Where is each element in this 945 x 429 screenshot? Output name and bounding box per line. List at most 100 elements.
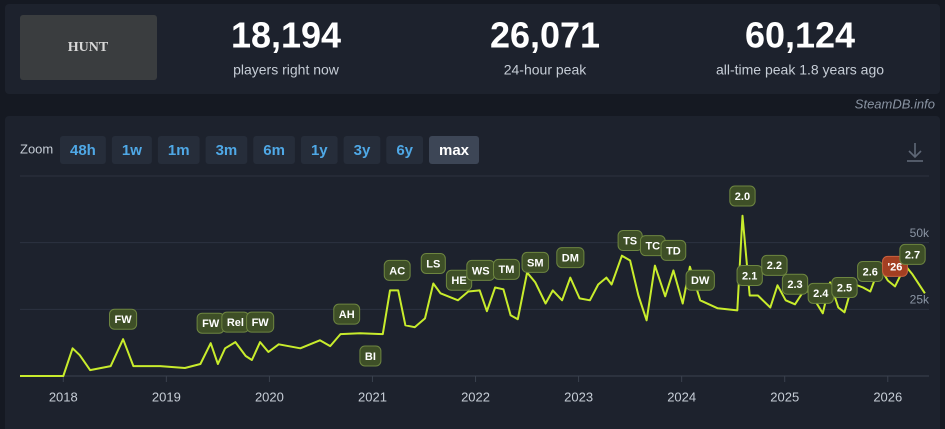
x-tick-label: 2023 — [564, 389, 593, 404]
annotation-label: AH — [339, 309, 355, 321]
annotation: 2.3 — [781, 273, 809, 295]
zoom-button[interactable]: 3m — [205, 136, 248, 164]
annotation-label: TC — [645, 241, 660, 253]
annotation: AC — [383, 259, 411, 281]
annotation: 2.2 — [761, 254, 788, 276]
stat-label: all-time peak 1.8 years ago — [716, 62, 884, 78]
zoom-button-label: max — [439, 142, 470, 159]
annotation-label: 2.7 — [905, 249, 920, 261]
annotation-badge — [493, 258, 520, 280]
annotation: 2.1 — [736, 264, 763, 286]
annotation-badge — [685, 269, 715, 291]
annotation-label: 2.1 — [742, 270, 757, 282]
zoom-button-bg — [300, 136, 338, 164]
annotation: 2.6 — [857, 260, 884, 282]
zoom-button-label: 1y — [311, 142, 328, 159]
annotation-label: FW — [115, 314, 133, 326]
annotation-label: FW — [252, 317, 270, 329]
annotation-badge — [521, 251, 550, 273]
annotation-label: FW — [202, 318, 220, 330]
annotation-label: WS — [472, 265, 490, 277]
annotation-label: LS — [426, 258, 440, 270]
annotation-badge — [729, 185, 756, 207]
annotation-label: TS — [623, 235, 637, 247]
stat-label: players right now — [233, 62, 340, 78]
zoom-button-bg — [157, 136, 200, 164]
zoom-button-bg — [386, 136, 423, 164]
zoom-button[interactable]: max — [429, 136, 480, 164]
x-tick-label: 2026 — [873, 389, 902, 404]
zoom-button[interactable]: 6m — [253, 136, 295, 164]
annotation-badge — [660, 239, 687, 261]
annotation: WS — [466, 259, 496, 281]
zoom-button-label: 6y — [396, 142, 413, 159]
game-image — [20, 15, 157, 80]
zoom-button[interactable]: 48h — [60, 136, 106, 164]
stat-value: 26,071 — [490, 15, 600, 56]
annotation: 2.4 — [807, 282, 834, 304]
zoom-button[interactable]: 6y — [386, 136, 423, 164]
zoom-button[interactable]: 1y — [300, 136, 338, 164]
annotation-label: 2.4 — [813, 288, 829, 300]
annotation-label: DW — [691, 275, 710, 287]
x-tick-label: 2018 — [49, 389, 78, 404]
annotation-label: TD — [666, 245, 681, 257]
stats-panel — [5, 4, 940, 94]
x-tick-label: 2025 — [770, 389, 799, 404]
annotation: TC — [639, 235, 666, 257]
annotation-label: '26 — [888, 261, 903, 273]
annotation-badge — [383, 259, 411, 281]
annotation-badge — [781, 273, 809, 295]
annotation-badge — [761, 254, 788, 276]
x-tick-label: 2020 — [255, 389, 284, 404]
annotation: BI — [359, 345, 382, 367]
annotation-label: SM — [527, 257, 544, 269]
annotation: LS — [420, 252, 446, 274]
zoom-button-bg — [111, 136, 152, 164]
annotation-label: 2.5 — [837, 282, 852, 294]
annotation-badge — [899, 243, 926, 265]
annotation: DM — [556, 247, 585, 269]
zoom-button[interactable]: 1m — [157, 136, 200, 164]
annotation: 2.7 — [899, 243, 926, 265]
annotation: TD — [660, 239, 687, 261]
annotation-label: AC — [389, 265, 405, 277]
zoom-button-bg — [253, 136, 295, 164]
zoom-button[interactable]: 1w — [111, 136, 152, 164]
annotation-label: 2.3 — [787, 279, 802, 291]
annotation-badge — [333, 303, 361, 325]
annotation: DW — [685, 269, 715, 291]
annotation-label: Rel — [227, 317, 244, 329]
annotation: TM — [493, 258, 520, 280]
download-button[interactable] — [907, 143, 923, 162]
annotation-label: DM — [562, 253, 579, 265]
annotation: 2.0 — [729, 185, 756, 207]
annotation: TS — [617, 230, 643, 252]
annotation: 2.5 — [831, 276, 858, 298]
x-tick-label: 2022 — [461, 389, 490, 404]
annotation: SM — [521, 251, 550, 273]
annotation-badge — [831, 276, 858, 298]
zoom-label: Zoom — [20, 141, 53, 156]
zoom-button-label: 3m — [216, 142, 238, 159]
zoom-button[interactable]: 3y — [343, 136, 381, 164]
zoom-button-label: 6m — [263, 142, 285, 159]
zoom-button-label: 48h — [70, 142, 96, 159]
zoom-button-label: 3y — [354, 142, 371, 159]
x-tick-label: 2019 — [152, 389, 181, 404]
y-tick-label: 50k — [910, 226, 930, 240]
annotation: FW — [109, 308, 138, 330]
zoom-button-bg — [429, 136, 480, 164]
annotation: FW — [246, 311, 275, 333]
image-text: HUNT — [68, 40, 109, 55]
annotation-label: 2.6 — [863, 266, 878, 278]
annotation: AH — [333, 303, 361, 325]
annotation-label: 2.0 — [735, 191, 750, 203]
x-tick-label: 2021 — [358, 389, 387, 404]
annotation-badge — [359, 345, 382, 367]
annotation-badge — [736, 264, 763, 286]
zoom-button-label: 1w — [122, 142, 142, 159]
zoom-button-bg — [343, 136, 381, 164]
y-tick-label: 25k — [910, 293, 930, 307]
